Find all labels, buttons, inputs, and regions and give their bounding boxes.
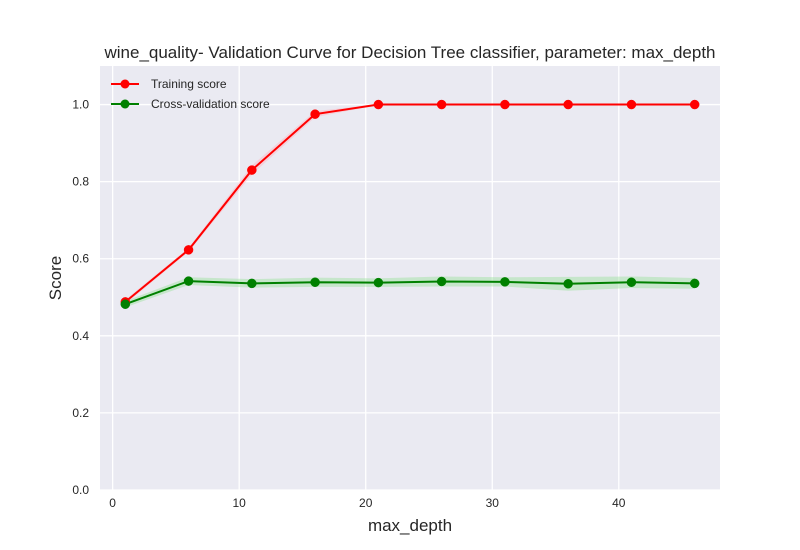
y-axis-label: Score [46,256,65,300]
data-point [689,278,700,289]
data-point [626,277,637,287]
data-point [436,276,447,287]
data-point [120,299,131,309]
data-point [436,99,447,110]
y-tick-label: 0.0 [72,483,89,497]
y-tick-label: 0.2 [72,406,89,420]
plot-background [100,66,720,490]
x-tick-label: 20 [359,496,373,510]
data-point [247,165,257,175]
x-tick-label: 10 [233,496,247,510]
series-line-1 [124,280,695,306]
data-point [626,99,637,110]
legend-marker-cross-validation [120,99,130,109]
series-line-0 [124,103,695,303]
legend-entry-cross-validation: Cross-validation score [111,97,270,111]
data-point [310,277,320,287]
x-axis-label: max_depth [368,516,452,535]
series-lines [124,103,695,306]
legend-marker-training [120,79,130,89]
y-tick-label: 0.6 [72,252,89,266]
data-point [563,99,573,110]
data-point [500,277,510,287]
x-tick-label: 40 [612,496,626,510]
data-point [563,279,573,289]
data-point [247,278,257,289]
y-tick-label: 1.0 [72,98,89,112]
legend-entry-training: Training score [111,77,227,91]
data-point [373,99,384,110]
y-tick-label: 0.4 [72,329,89,343]
tick-labels: 0 10 20 30 40 0.0 0.2 0.4 0.6 0.8 1.0 [72,98,625,510]
data-point [310,109,320,119]
data-point [373,277,384,288]
data-point [689,99,700,110]
legend-label-training: Training score [151,77,227,91]
legend: Training score Cross-validation score [111,77,270,111]
data-point [500,99,510,110]
series-points [120,99,700,309]
y-tick-label: 0.8 [72,175,89,189]
x-tick-label: 0 [109,496,116,510]
score-band-0 [125,104,695,305]
legend-label-cross-validation: Cross-validation score [151,97,270,111]
data-point [183,245,194,255]
x-tick-label: 30 [486,496,500,510]
data-point [183,276,194,286]
chart-title: wine_quality- Validation Curve for Decis… [103,43,715,62]
